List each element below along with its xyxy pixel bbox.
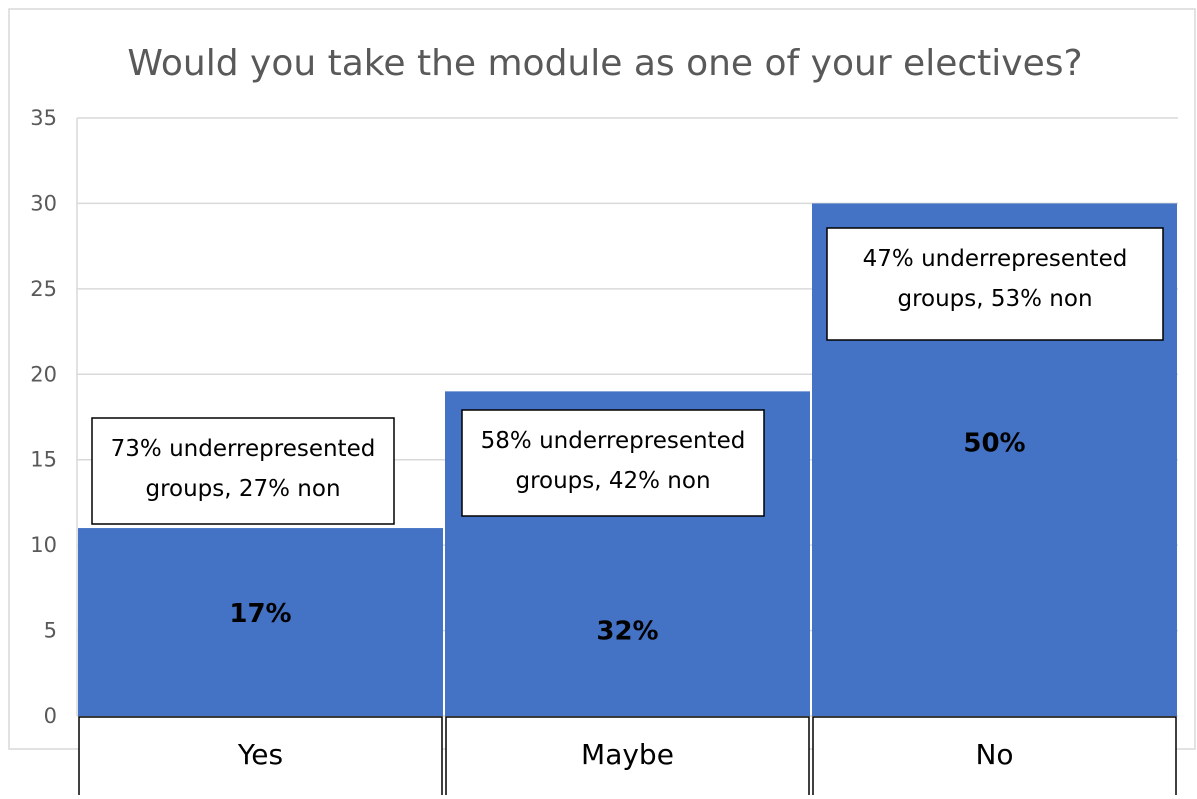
- category-axis: Yes Maybe No: [78, 716, 1177, 799]
- bar-data-label: 17%: [229, 599, 291, 629]
- category-box: [78, 716, 443, 799]
- annotation-box-frame: [826, 227, 1164, 341]
- chart-title: Would you take the module as one of your…: [127, 43, 1082, 84]
- y-tick-label: 30: [30, 191, 57, 215]
- y-tick-label: 25: [30, 277, 57, 301]
- y-tick-label: 0: [44, 704, 57, 728]
- annotation-line: groups, 42% non: [515, 468, 710, 494]
- bars: 17% 73% underrepresented groups, 27% non 32…: [78, 203, 1177, 716]
- annotation-box-frame: [461, 409, 765, 517]
- y-axis-ticks: 0 5 10 15 20 25 30 35: [30, 106, 57, 728]
- annotation-line: 73% underrepresented: [111, 436, 376, 462]
- category-box: [812, 716, 1177, 799]
- annotation-line: 58% underrepresented: [481, 428, 746, 454]
- annotation-line: groups, 53% non: [897, 286, 1092, 312]
- annotation-line: 47% underrepresented: [863, 246, 1128, 272]
- y-tick-label: 15: [30, 448, 57, 472]
- category-label: No: [975, 738, 1013, 771]
- category-label: Yes: [237, 738, 283, 771]
- annotation-box: 47% underrepresented groups, 53% non: [826, 227, 1164, 341]
- bar-data-label: 32%: [596, 616, 658, 646]
- annotation-box: 58% underrepresented groups, 42% non: [461, 409, 765, 517]
- y-tick-label: 35: [30, 106, 57, 130]
- category-label: Maybe: [581, 738, 674, 771]
- bar-data-label: 50%: [963, 428, 1025, 458]
- annotation-box-frame: [91, 417, 395, 525]
- category-box: [445, 716, 810, 799]
- annotation-box: 73% underrepresented groups, 27% non: [91, 417, 395, 525]
- annotation-line: groups, 27% non: [145, 476, 340, 502]
- y-tick-label: 5: [44, 619, 57, 643]
- y-tick-label: 20: [30, 362, 57, 386]
- bar: [78, 528, 443, 716]
- y-tick-label: 10: [30, 533, 57, 557]
